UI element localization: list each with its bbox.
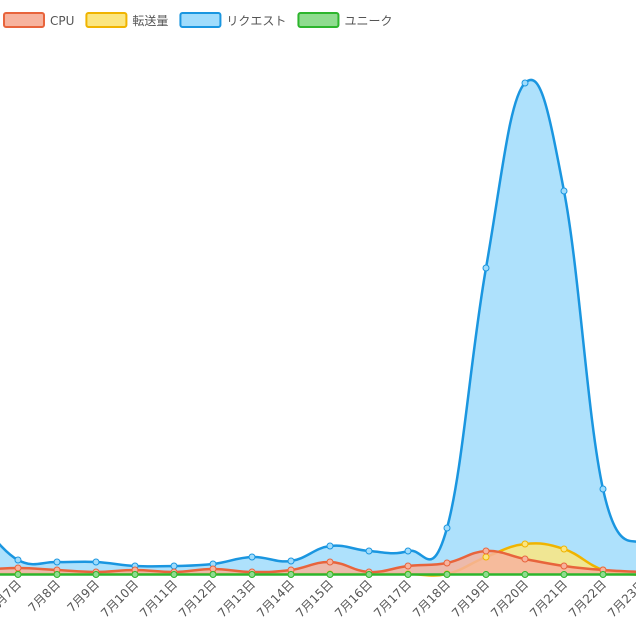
x-tick-label: 7月12日 — [176, 577, 219, 620]
data-point — [92, 571, 100, 578]
legend-label: CPU — [50, 14, 74, 28]
data-point — [443, 559, 451, 567]
legend-swatch — [3, 12, 45, 28]
data-point — [599, 571, 607, 578]
legend-swatch — [85, 12, 128, 28]
data-point — [14, 556, 22, 564]
data-point — [560, 562, 568, 570]
data-point — [53, 558, 61, 566]
data-point — [482, 553, 490, 561]
data-point — [326, 558, 334, 566]
x-tick-label: 7月22日 — [566, 577, 609, 620]
x-tick-label: 7月17日 — [371, 577, 414, 620]
data-point — [92, 558, 100, 566]
data-point — [326, 571, 334, 578]
x-tick-label: 7月11日 — [137, 577, 180, 620]
data-point — [599, 485, 607, 493]
area-fill — [0, 550, 636, 575]
data-point — [521, 571, 529, 578]
data-point — [131, 571, 139, 578]
x-tick-label: 7月8日 — [25, 577, 63, 615]
legend-swatch — [179, 12, 222, 28]
legend-label: ユニーク — [344, 14, 392, 28]
legend-label: リクエスト — [226, 14, 286, 28]
data-point — [365, 571, 373, 578]
series-line — [0, 78, 636, 568]
x-tick-label: 7月21日 — [527, 577, 570, 620]
data-point — [482, 571, 490, 578]
data-point — [521, 79, 529, 87]
data-point — [53, 571, 61, 578]
x-tick-label: 7月15日 — [293, 577, 336, 620]
data-point — [248, 553, 256, 561]
data-point — [287, 571, 295, 578]
x-tick-label: 7月20日 — [488, 577, 531, 620]
data-point — [287, 557, 295, 565]
legend-swatch — [297, 12, 340, 28]
data-point — [521, 555, 529, 563]
data-point — [170, 562, 178, 570]
data-point — [560, 571, 568, 578]
data-point — [404, 562, 412, 570]
series-line — [0, 549, 636, 574]
data-point — [170, 571, 178, 578]
data-point — [521, 540, 529, 548]
x-tick-label: 7月9日 — [64, 577, 102, 615]
data-point — [404, 547, 412, 555]
data-point — [404, 571, 412, 578]
x-tick-label: 7月19日 — [449, 577, 492, 620]
x-tick-label: 7月16日 — [332, 577, 375, 620]
x-tick-label: 7月10日 — [98, 577, 141, 620]
data-point — [482, 264, 490, 272]
data-point — [482, 547, 490, 555]
x-tick-label: 7月14日 — [254, 577, 297, 620]
data-point — [560, 187, 568, 195]
data-point — [443, 524, 451, 532]
data-point — [209, 571, 217, 578]
x-tick-label: 7月18日 — [410, 577, 453, 620]
data-point — [326, 542, 334, 550]
data-point — [365, 547, 373, 555]
data-point — [248, 571, 256, 578]
data-point — [14, 564, 22, 572]
data-point — [560, 545, 568, 553]
data-point — [14, 571, 22, 578]
area-fill — [0, 79, 636, 575]
x-tick-label: 7月7日 — [0, 577, 24, 615]
data-point — [443, 571, 451, 578]
x-tick-label: 7月13日 — [215, 577, 258, 620]
legend-label: 転送量 — [132, 13, 168, 28]
x-tick-label: 7月23日 — [605, 577, 636, 620]
